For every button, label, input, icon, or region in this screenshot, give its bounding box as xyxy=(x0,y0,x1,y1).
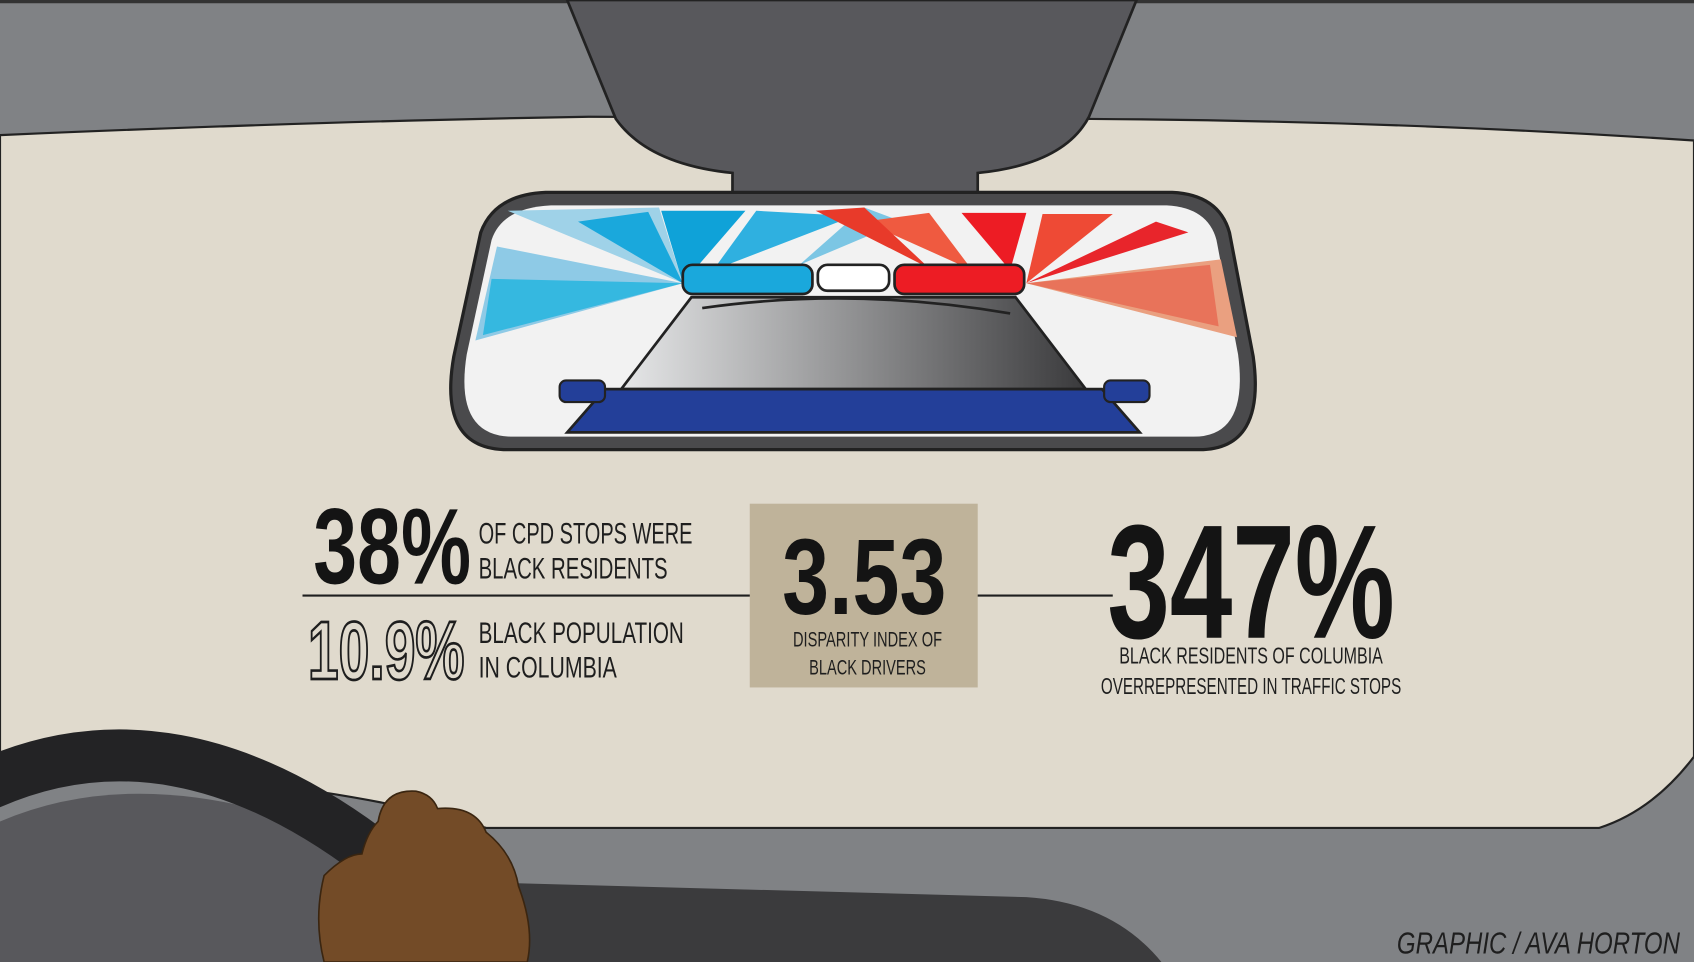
overrep-value: 347% xyxy=(1107,492,1394,673)
ray xyxy=(482,278,683,336)
light-rays xyxy=(475,207,1238,341)
stat-label: IN COLUMBIA xyxy=(479,653,618,685)
ray xyxy=(864,212,973,271)
index-label: DISPARITY INDEX OF xyxy=(793,626,942,651)
hand xyxy=(317,790,531,962)
ray xyxy=(661,210,746,284)
index-box xyxy=(749,503,978,688)
steering-wheel xyxy=(0,729,389,875)
overrep-label: BLACK RESIDENTS OF COLUMBIA xyxy=(1119,643,1383,669)
stat-value: 38% xyxy=(313,486,471,607)
car-body xyxy=(618,295,1089,391)
ray xyxy=(1026,214,1113,284)
index-value: 3.53 xyxy=(782,516,946,637)
side-mirror xyxy=(1103,379,1151,404)
stat-label: BLACK POPULATION xyxy=(479,618,684,650)
credit: GRAPHIC / AVA HORTON xyxy=(1397,927,1680,960)
ray xyxy=(961,212,1027,271)
car-bumper xyxy=(564,387,1143,434)
stat-label: OF CPD STOPS WERE xyxy=(479,519,693,551)
windshield xyxy=(0,115,1694,830)
ray xyxy=(1026,221,1189,284)
stat-label: BLACK RESIDENTS xyxy=(479,553,668,585)
siren-red xyxy=(893,263,1026,296)
ray xyxy=(713,210,854,271)
siren-white xyxy=(816,263,891,293)
stat-value: 10.9% xyxy=(308,606,465,697)
ray xyxy=(577,211,683,284)
siren-blue xyxy=(681,263,814,296)
ray xyxy=(815,207,930,269)
overrep-label: OVERREPRESENTED IN TRAFFIC STOPS xyxy=(1101,673,1401,699)
car-roof xyxy=(702,297,1011,315)
wheel-hub xyxy=(0,793,357,962)
index-label: BLACK DRIVERS xyxy=(809,654,926,679)
side-mirror xyxy=(558,379,607,404)
ray xyxy=(1026,264,1219,327)
